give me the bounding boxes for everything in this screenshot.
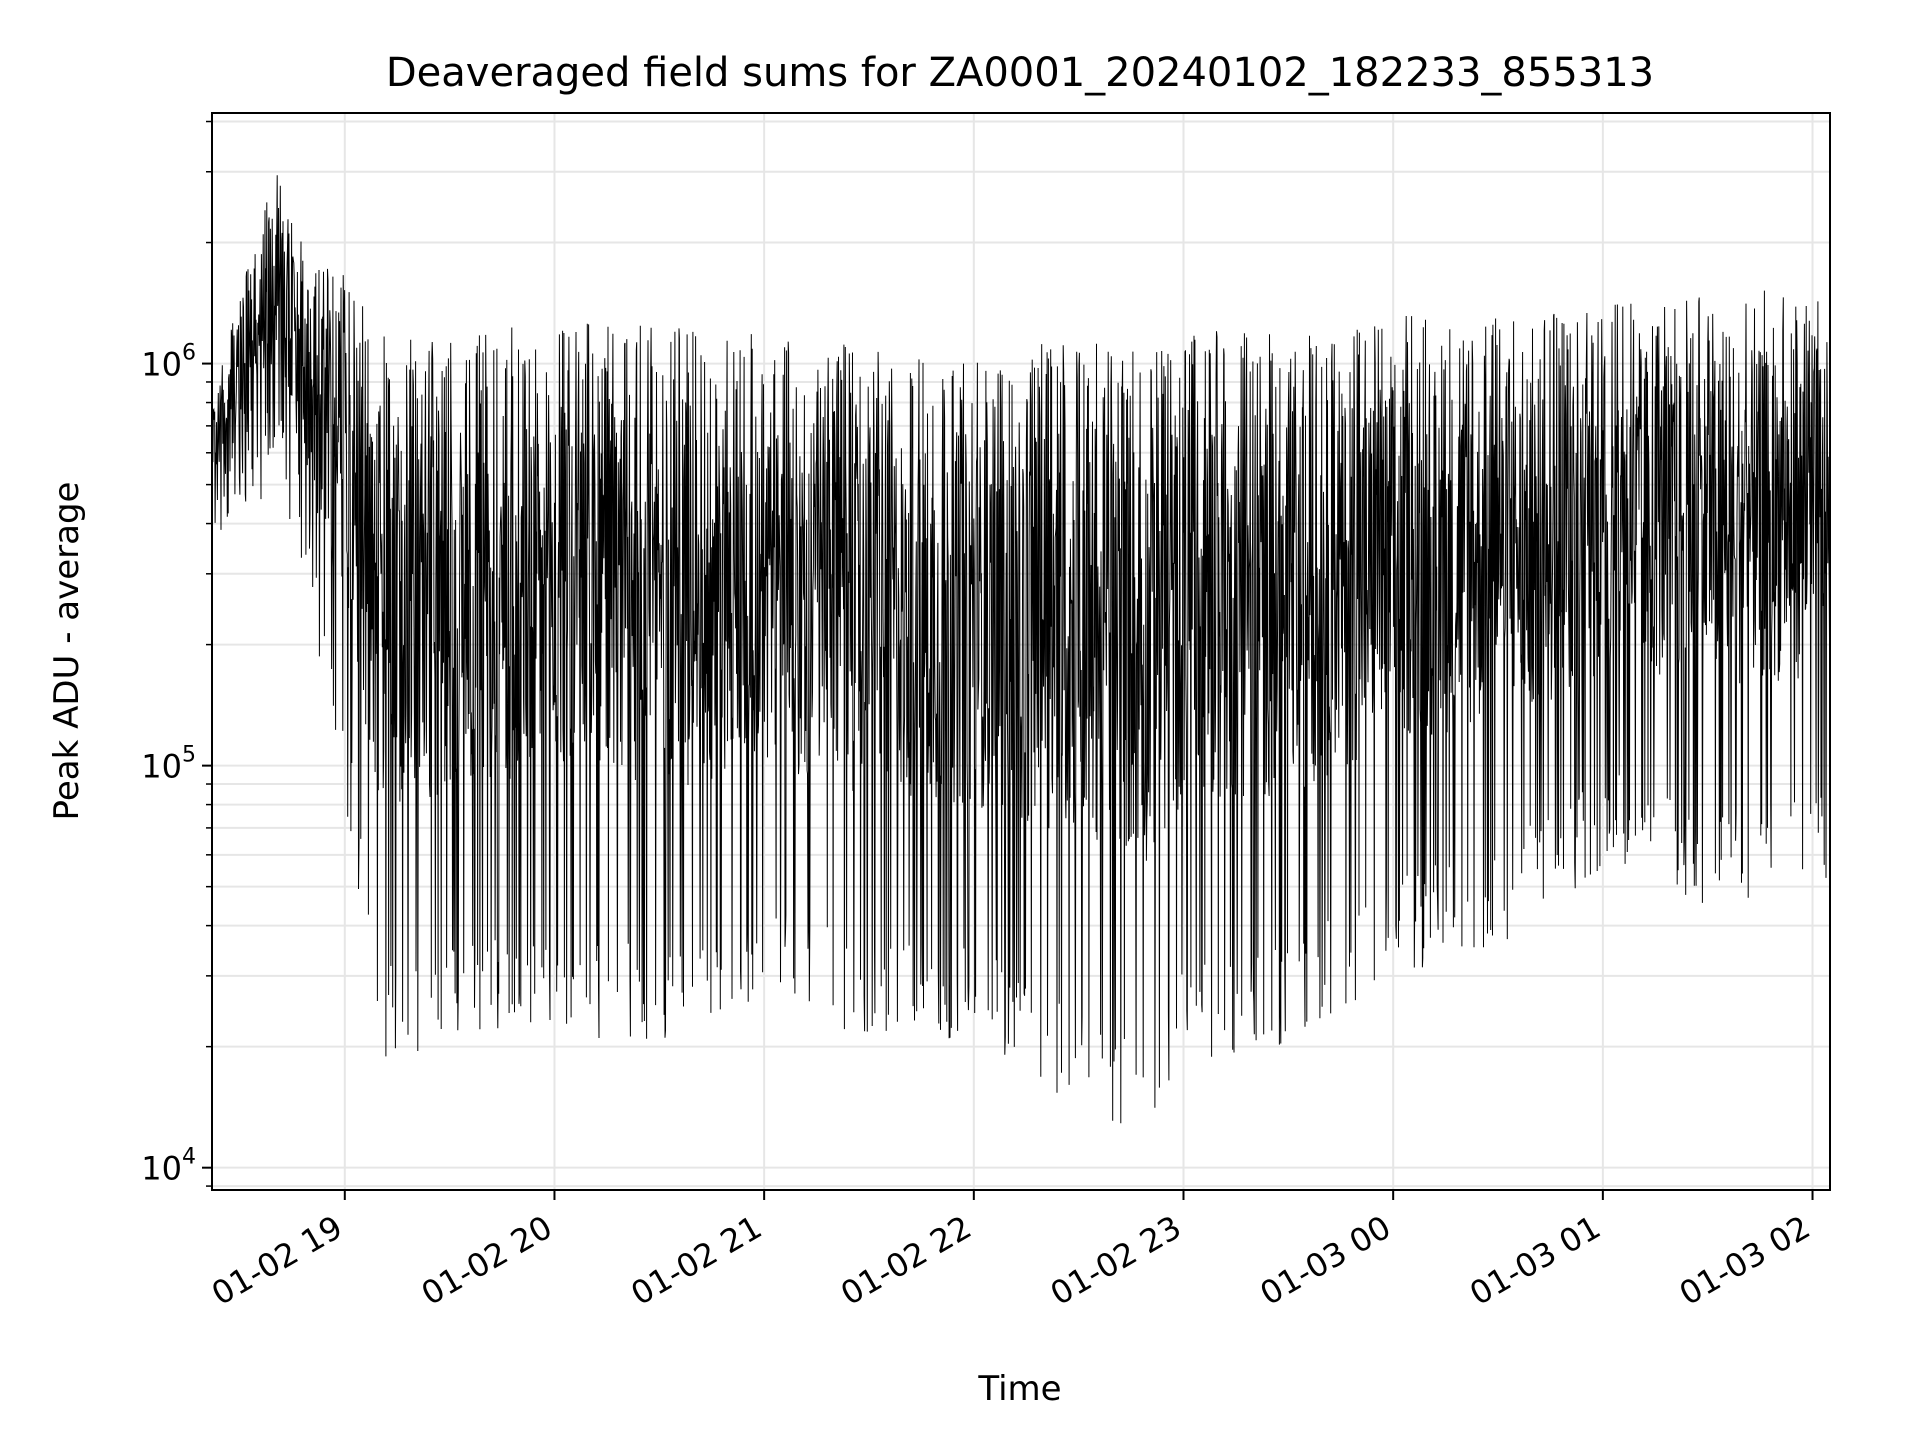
- x-axis-label: Time: [977, 1369, 1061, 1409]
- series-layer: [211, 175, 1831, 1124]
- y-axis-label: Peak ADU - average: [47, 482, 87, 821]
- series-line: [211, 175, 1831, 1124]
- plot-frame: [211, 112, 1831, 1191]
- chart-title: Deaveraged field sums for ZA0001_2024010…: [386, 50, 1654, 96]
